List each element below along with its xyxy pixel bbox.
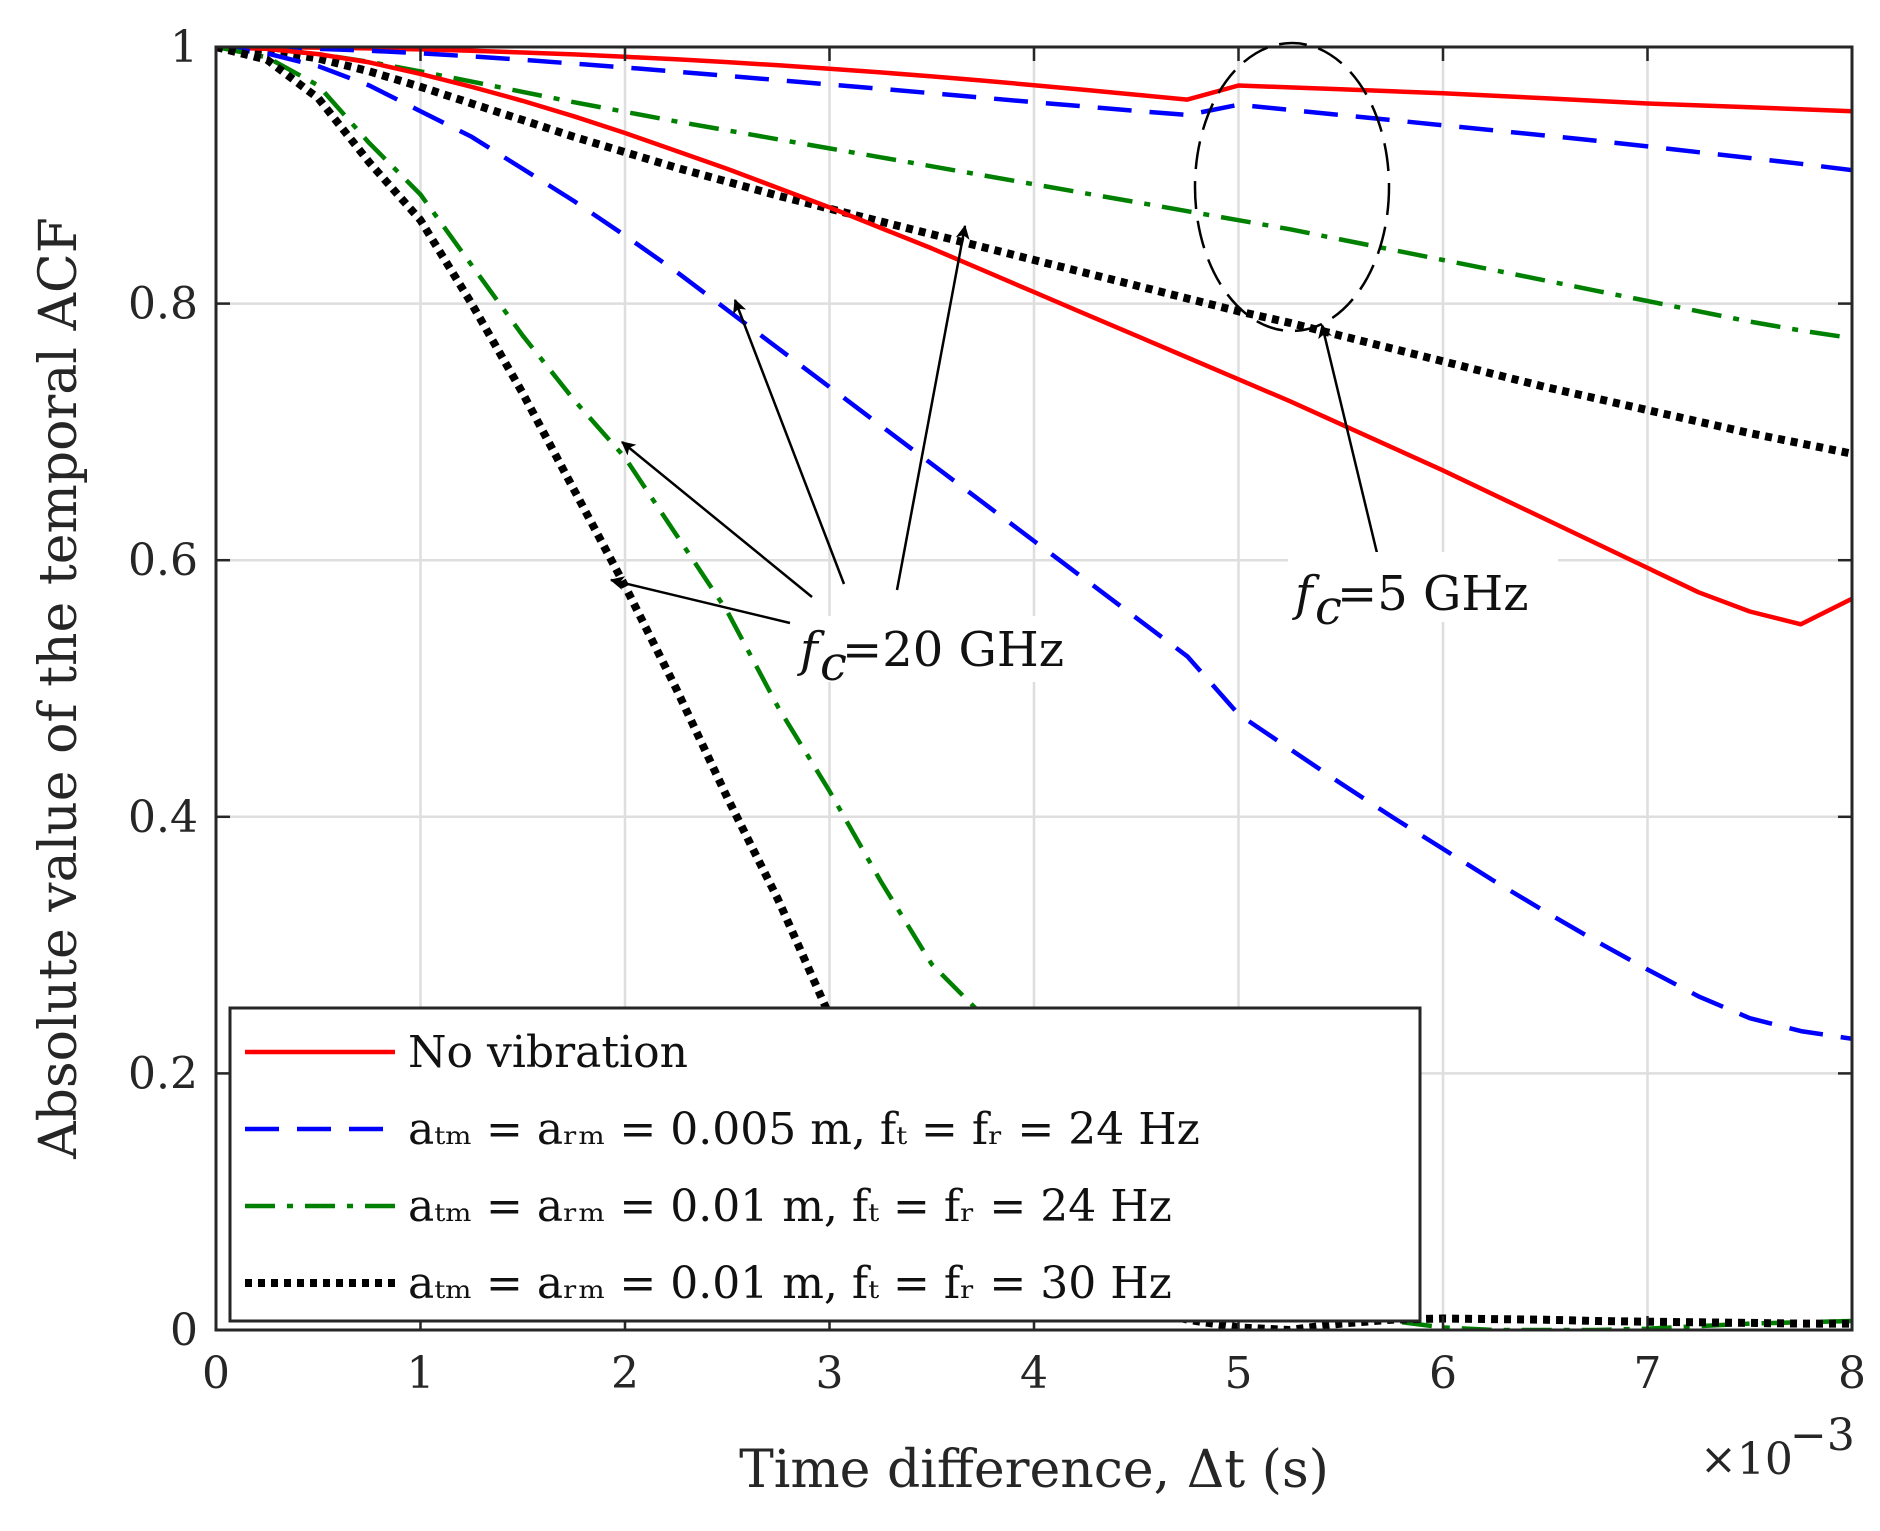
arrow-fc20-red: [895, 224, 970, 591]
fc5-group-ellipse: [1193, 41, 1391, 333]
y-tick-label: 0.2: [128, 1048, 198, 1099]
annotation-fc5: f c =5 GHz: [1288, 552, 1558, 636]
annotation-arrows: [609, 224, 1379, 625]
series-line-fc20-dotted: [216, 47, 1852, 1330]
x-tick-label: 1: [407, 1348, 435, 1399]
axis-ticks: 0 1 2 3 4 5 6 7 8 0 0.2 0.4 0.6 0.8 1: [128, 22, 1866, 1399]
x-tick-label: 7: [1634, 1348, 1662, 1399]
y-tick-label: 0.8: [128, 279, 198, 330]
series-line-fc5-solid: [216, 47, 1852, 114]
annotation-fc20: f c =20 GHz: [792, 616, 1094, 692]
arrow-fc20-blue: [733, 298, 846, 585]
legend-label: aₜₘ = aᵣₘ = 0.01 m, fₜ = fᵣ = 24 Hz: [408, 1181, 1172, 1232]
legend-label: aₜₘ = aᵣₘ = 0.005 m, fₜ = fᵣ = 24 Hz: [408, 1104, 1200, 1155]
series-line-fc20-solid: [216, 47, 1852, 627]
x-tick-label: 4: [1020, 1348, 1048, 1399]
y-tick-label: 0.6: [128, 535, 198, 586]
y-tick-label: 0: [170, 1305, 198, 1356]
y-tick-label: 0.4: [128, 792, 198, 843]
x-tick-label: 6: [1429, 1348, 1457, 1399]
x-tick-label: 5: [1225, 1348, 1253, 1399]
x-axis-label: Time difference, Δt (s): [739, 1440, 1329, 1500]
x-axis-scale-factor: ×10: [1700, 1434, 1793, 1485]
arrow-fc5-black: [1318, 323, 1379, 554]
arrow-fc20-black: [609, 576, 791, 625]
series-line-fc5-dashdot: [216, 47, 1852, 341]
x-tick-label: 3: [816, 1348, 844, 1399]
annotation-fc20-subscript: c: [820, 636, 847, 692]
series-line-fc5-dotted: [216, 47, 1852, 458]
legend-label: No vibration: [408, 1027, 688, 1078]
x-tick-label: 8: [1838, 1348, 1866, 1399]
legend: No vibration aₜₘ = aᵣₘ = 0.005 m, fₜ = fᵣ…: [228, 1006, 1422, 1323]
annotation-fc5-subscript: c: [1315, 580, 1342, 636]
legend-label: aₜₘ = aᵣₘ = 0.01 m, fₜ = fᵣ = 30 Hz: [408, 1258, 1172, 1309]
y-axis-label: Absolute value of the temporal ACF: [29, 217, 89, 1160]
legend-box: [228, 1006, 1422, 1323]
arrow-fc20-green: [621, 441, 813, 598]
series-line-fc5-dashed: [216, 47, 1852, 173]
series-line-fc20-dashed: [216, 47, 1852, 1042]
annotation-fc5-text: =5 GHz: [1337, 566, 1529, 622]
x-axis-scale-exponent: −3: [1790, 1410, 1855, 1461]
annotation-fc20-text: =20 GHz: [842, 622, 1064, 678]
x-tick-label: 0: [202, 1348, 230, 1399]
x-tick-label: 2: [611, 1348, 639, 1399]
y-tick-label: 1: [170, 22, 198, 73]
